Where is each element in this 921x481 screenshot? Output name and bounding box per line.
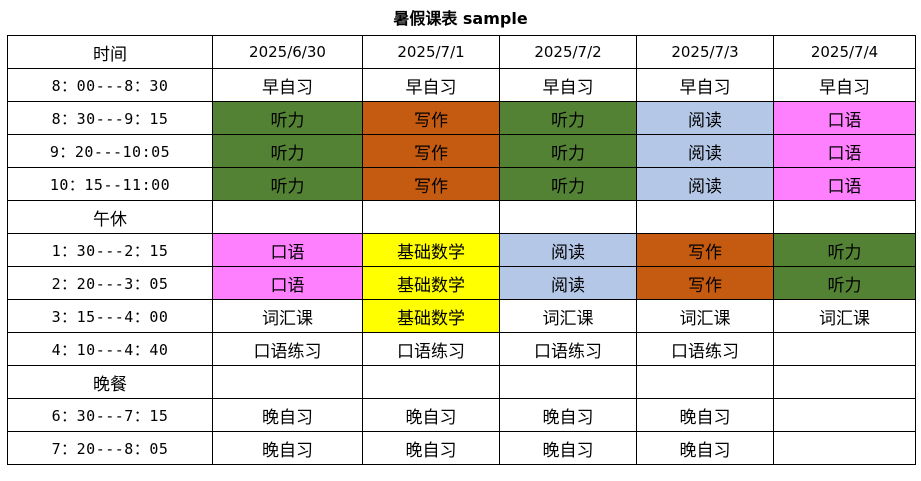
table-row: 午休 [7, 200, 916, 234]
empty-cell [773, 200, 916, 234]
empty-cell [773, 365, 916, 399]
subject-cell: 词汇课 [499, 299, 637, 333]
subject-cell: 写作 [362, 134, 500, 168]
date-header: 2025/6/30 [212, 35, 363, 69]
time-slot-cell: 6：30---7：15 [7, 398, 213, 432]
table-row: 9：20---10:05 听力 写作 听力 阅读 口语 [7, 134, 916, 168]
subject-cell: 晚自习 [636, 431, 774, 465]
schedule-table-body: 时间 2025/6/30 2025/7/1 2025/7/2 2025/7/3 … [7, 35, 916, 465]
empty-cell [773, 398, 916, 432]
subject-cell: 口语 [212, 233, 363, 267]
subject-cell: 听力 [773, 233, 916, 267]
empty-cell [499, 200, 637, 234]
subject-cell: 阅读 [636, 134, 774, 168]
break-label-cell: 晚餐 [7, 365, 213, 399]
subject-cell: 晚自习 [499, 431, 637, 465]
subject-cell: 词汇课 [212, 299, 363, 333]
empty-cell [773, 431, 916, 465]
subject-cell: 口语练习 [499, 332, 637, 366]
date-header: 2025/7/4 [773, 35, 916, 69]
subject-cell: 听力 [212, 134, 363, 168]
table-row: 1：30---2：15 口语 基础数学 阅读 写作 听力 [7, 233, 916, 267]
subject-cell: 基础数学 [362, 299, 500, 333]
subject-cell: 口语练习 [212, 332, 363, 366]
page-title: 暑假课表 sample [393, 9, 528, 28]
subject-cell: 晚自习 [212, 398, 363, 432]
table-row: 10：15--11:00 听力 写作 听力 阅读 口语 [7, 167, 916, 201]
time-slot-cell: 8：30---9：15 [7, 101, 213, 135]
subject-cell: 早自习 [212, 68, 363, 102]
empty-cell [773, 332, 916, 366]
subject-cell: 基础数学 [362, 266, 500, 300]
empty-cell [212, 365, 363, 399]
time-slot-cell: 9：20---10:05 [7, 134, 213, 168]
table-row: 2：20---3：05 口语 基础数学 阅读 写作 听力 [7, 266, 916, 300]
subject-cell: 早自习 [499, 68, 637, 102]
subject-cell: 口语练习 [362, 332, 500, 366]
table-row: 晚餐 [7, 365, 916, 399]
empty-cell [636, 365, 774, 399]
subject-cell: 早自习 [362, 68, 500, 102]
subject-cell: 晚自习 [636, 398, 774, 432]
subject-cell: 听力 [212, 167, 363, 201]
time-slot-cell: 8：00---8：30 [7, 68, 213, 102]
subject-cell: 词汇课 [636, 299, 774, 333]
break-label-cell: 午休 [7, 200, 213, 234]
time-slot-cell: 4：10---4：40 [7, 332, 213, 366]
table-row: 3：15---4：00 词汇课 基础数学 词汇课 词汇课 词汇课 [7, 299, 916, 333]
subject-cell: 口语 [773, 101, 916, 135]
subject-cell: 阅读 [499, 266, 637, 300]
table-row: 6：30---7：15 晚自习 晚自习 晚自习 晚自习 [7, 398, 916, 432]
subject-cell: 阅读 [636, 101, 774, 135]
subject-cell: 口语练习 [636, 332, 774, 366]
subject-cell: 听力 [212, 101, 363, 135]
time-slot-cell: 3：15---4：00 [7, 299, 213, 333]
empty-cell [362, 365, 500, 399]
table-row: 8：00---8：30 早自习 早自习 早自习 早自习 早自习 [7, 68, 916, 102]
date-header: 2025/7/2 [499, 35, 637, 69]
table-row: 8：30---9：15 听力 写作 听力 阅读 口语 [7, 101, 916, 135]
subject-cell: 晚自习 [212, 431, 363, 465]
subject-cell: 晚自习 [499, 398, 637, 432]
subject-cell: 口语 [773, 167, 916, 201]
date-header: 2025/7/1 [362, 35, 500, 69]
time-header: 时间 [7, 35, 213, 69]
subject-cell: 听力 [499, 167, 637, 201]
table-row: 7：20---8：05 晚自习 晚自习 晚自习 晚自习 [7, 431, 916, 465]
subject-cell: 写作 [636, 266, 774, 300]
subject-cell: 听力 [499, 101, 637, 135]
subject-cell: 阅读 [636, 167, 774, 201]
subject-cell: 写作 [362, 167, 500, 201]
subject-cell: 词汇课 [773, 299, 916, 333]
subject-cell: 写作 [362, 101, 500, 135]
subject-cell: 晚自习 [362, 398, 500, 432]
time-slot-cell: 7：20---8：05 [7, 431, 213, 465]
subject-cell: 听力 [773, 266, 916, 300]
time-slot-cell: 10：15--11:00 [7, 167, 213, 201]
date-header: 2025/7/3 [636, 35, 774, 69]
subject-cell: 听力 [499, 134, 637, 168]
subject-cell: 口语 [212, 266, 363, 300]
subject-cell: 阅读 [499, 233, 637, 267]
time-slot-cell: 2：20---3：05 [7, 266, 213, 300]
empty-cell [212, 200, 363, 234]
subject-cell: 写作 [636, 233, 774, 267]
time-slot-cell: 1：30---2：15 [7, 233, 213, 267]
subject-cell: 基础数学 [362, 233, 500, 267]
empty-cell [636, 200, 774, 234]
empty-cell [499, 365, 637, 399]
subject-cell: 口语 [773, 134, 916, 168]
subject-cell: 早自习 [773, 68, 916, 102]
empty-cell [362, 200, 500, 234]
table-row: 4：10---4：40 口语练习 口语练习 口语练习 口语练习 [7, 332, 916, 366]
subject-cell: 晚自习 [362, 431, 500, 465]
header-row: 时间 2025/6/30 2025/7/1 2025/7/2 2025/7/3 … [7, 35, 916, 69]
schedule-table: 时间 2025/6/30 2025/7/1 2025/7/2 2025/7/3 … [7, 35, 916, 465]
subject-cell: 早自习 [636, 68, 774, 102]
